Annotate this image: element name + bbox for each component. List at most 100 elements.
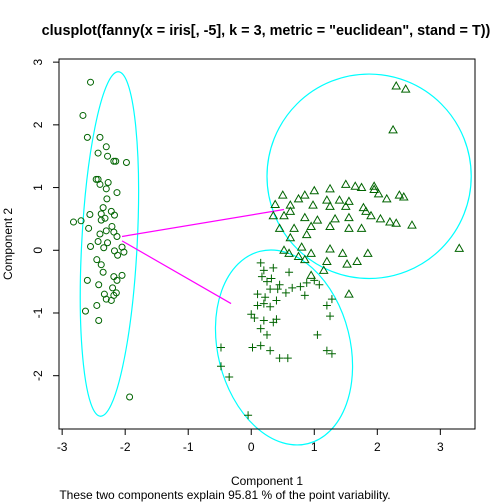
point-cluster-2 <box>259 299 268 308</box>
point-cluster-1 <box>96 133 104 141</box>
point-cluster-3 <box>279 210 289 220</box>
point-cluster-1 <box>110 157 118 165</box>
point-cluster-3 <box>299 212 310 222</box>
point-cluster-1 <box>97 261 105 269</box>
point-cluster-3 <box>318 265 329 274</box>
point-cluster-3 <box>356 182 367 192</box>
y-axis-label: Component 2 <box>1 208 15 280</box>
point-cluster-1 <box>101 214 109 222</box>
point-cluster-1 <box>96 230 104 238</box>
point-cluster-1 <box>102 185 110 193</box>
point-cluster-3 <box>398 191 409 201</box>
point-cluster-2 <box>315 280 324 289</box>
point-cluster-1 <box>107 296 115 304</box>
point-cluster-1 <box>85 224 93 232</box>
point-cluster-3 <box>322 195 332 204</box>
point-cluster-2 <box>322 301 331 310</box>
point-cluster-3 <box>391 218 402 227</box>
point-cluster-3 <box>308 200 318 209</box>
point-cluster-2 <box>263 277 271 286</box>
point-cluster-1 <box>103 195 111 203</box>
point-cluster-1 <box>94 237 102 245</box>
point-cluster-1 <box>122 158 130 166</box>
point-cluster-1 <box>87 78 95 86</box>
point-cluster-1 <box>104 179 112 187</box>
point-cluster-2 <box>256 324 265 333</box>
point-cluster-3 <box>274 223 285 232</box>
point-cluster-2 <box>216 362 225 371</box>
point-cluster-2 <box>261 293 270 302</box>
point-cluster-1 <box>126 393 134 401</box>
point-cluster-3 <box>293 193 304 203</box>
point-cluster-2 <box>256 341 265 350</box>
point-cluster-3 <box>344 223 354 232</box>
point-cluster-3 <box>366 210 376 220</box>
point-cluster-1 <box>109 284 117 292</box>
point-cluster-3 <box>325 244 335 253</box>
point-cluster-3 <box>289 223 299 232</box>
x-tick-label: -2 <box>120 440 131 454</box>
y-tick-label: 3 <box>31 58 45 65</box>
point-cluster-3 <box>373 188 384 198</box>
point-cluster-2 <box>285 268 294 277</box>
point-cluster-1 <box>83 133 91 141</box>
point-cluster-2 <box>253 290 262 299</box>
point-cluster-3 <box>299 190 310 199</box>
cluster-link-2 <box>121 240 232 305</box>
point-cluster-3 <box>270 199 281 208</box>
point-cluster-2 <box>269 263 278 272</box>
point-cluster-1 <box>104 239 112 247</box>
point-cluster-1 <box>77 217 85 225</box>
point-cluster-1 <box>99 268 107 276</box>
point-cluster-3 <box>369 181 380 190</box>
point-cluster-3 <box>340 201 351 210</box>
point-cluster-1 <box>120 248 128 256</box>
x-axis: -3 -2 -1 0 1 2 3 <box>57 428 444 454</box>
y-tick-label: -1 <box>31 307 45 318</box>
point-cluster-2 <box>272 296 281 305</box>
point-cluster-3 <box>350 181 361 190</box>
point-cluster-2 <box>322 346 331 355</box>
y-tick-label: 0 <box>31 247 45 254</box>
point-cluster-3 <box>344 289 354 298</box>
point-cluster-2 <box>225 372 234 381</box>
point-cluster-3 <box>400 84 411 93</box>
point-cluster-3 <box>391 80 402 90</box>
point-cluster-3 <box>309 185 320 195</box>
point-cluster-2 <box>267 274 276 283</box>
point-cluster-1 <box>81 307 89 315</box>
y-tick-label: 2 <box>31 121 45 128</box>
point-cluster-3 <box>381 193 392 203</box>
point-cluster-2 <box>273 285 282 294</box>
point-cluster-2 <box>266 285 275 294</box>
point-cluster-2 <box>266 302 275 311</box>
point-cluster-3 <box>394 190 405 199</box>
point-cluster-2 <box>281 288 290 297</box>
point-cluster-1 <box>113 189 121 197</box>
point-cluster-2 <box>256 258 265 267</box>
point-cluster-3 <box>340 179 351 188</box>
y-axis: -2 -1 0 1 2 3 <box>31 58 60 381</box>
point-cluster-3 <box>322 256 332 266</box>
cluster-links <box>121 208 285 305</box>
point-cluster-1 <box>102 295 110 303</box>
point-cluster-2 <box>326 312 335 321</box>
point-cluster-3 <box>337 248 348 257</box>
data-points <box>69 78 465 420</box>
point-cluster-1 <box>95 317 103 325</box>
point-cluster-1 <box>110 211 118 219</box>
chart-title: clusplot(fanny(x = iris[, -5], k = 3, me… <box>42 23 491 39</box>
point-cluster-3 <box>285 206 296 215</box>
point-cluster-3 <box>356 223 367 232</box>
point-cluster-3 <box>342 259 352 268</box>
point-cluster-2 <box>216 343 225 352</box>
point-cluster-2 <box>248 343 257 352</box>
point-cluster-3 <box>268 210 279 220</box>
point-cluster-1 <box>86 211 94 219</box>
x-tick-label: 0 <box>248 440 255 454</box>
point-cluster-1 <box>113 276 121 284</box>
point-cluster-3 <box>284 248 294 257</box>
point-cluster-3 <box>330 213 340 223</box>
x-tick-label: 2 <box>374 440 381 454</box>
point-cluster-1 <box>93 256 101 264</box>
